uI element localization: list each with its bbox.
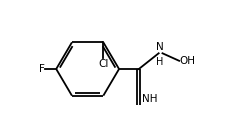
Text: N: N xyxy=(156,42,164,52)
Text: F: F xyxy=(39,64,45,74)
Text: H: H xyxy=(156,57,164,67)
Text: Cl: Cl xyxy=(98,59,109,69)
Text: OH: OH xyxy=(180,56,196,66)
Text: NH: NH xyxy=(142,94,157,104)
